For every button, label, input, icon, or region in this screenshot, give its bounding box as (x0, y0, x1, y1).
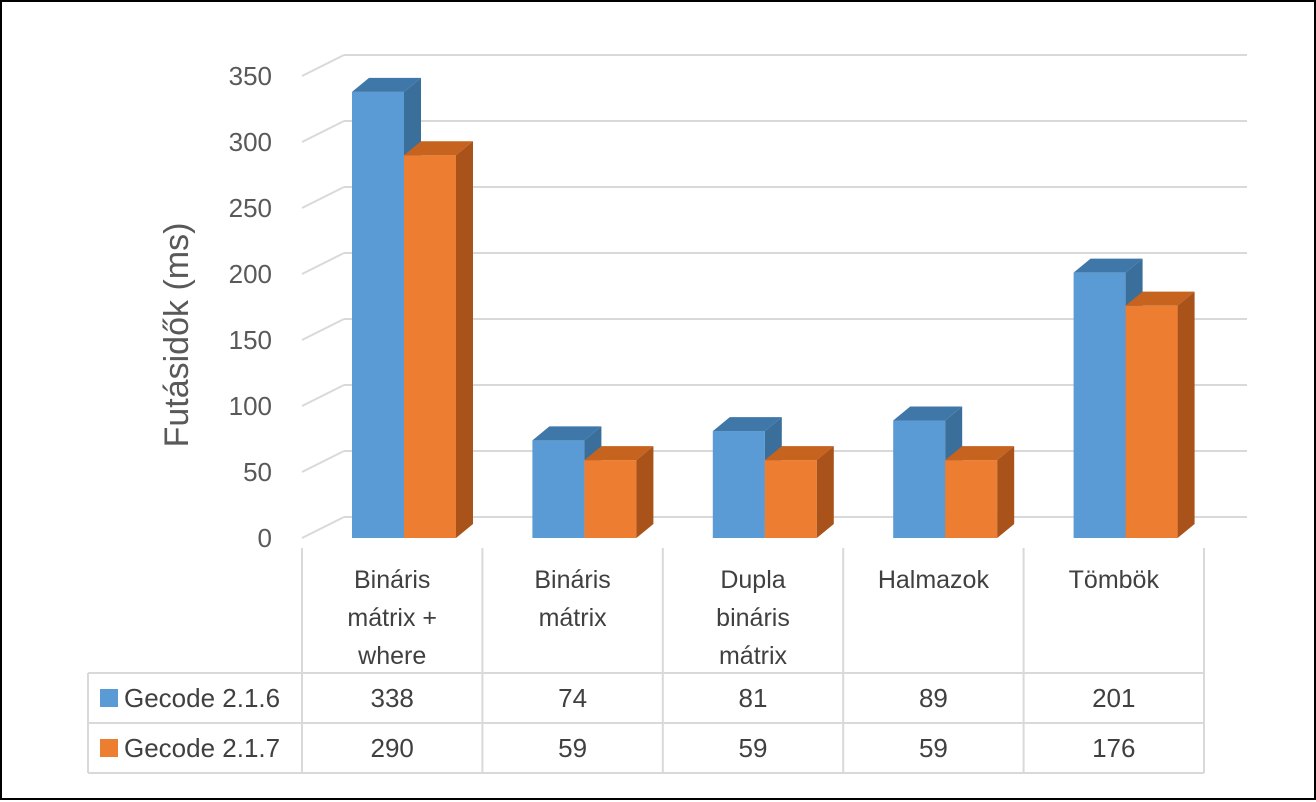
bar-front (404, 155, 456, 538)
gridline-wall (301, 318, 345, 341)
bar-top (584, 446, 654, 461)
category-label: Dupla bináris mátrix (716, 566, 790, 670)
table-value: 59 (919, 733, 948, 763)
bar-series-2 (945, 446, 1015, 538)
y-axis-title: Futásidők (ms) (158, 223, 196, 448)
bar-side (456, 141, 473, 538)
table-value: 59 (558, 733, 587, 763)
gridline-wall (301, 252, 345, 275)
gridline-wall (301, 120, 345, 143)
bar-side (1177, 291, 1195, 538)
category-label-line: Dupla (720, 566, 785, 594)
table-value: 59 (739, 733, 768, 763)
table-value: 74 (558, 683, 587, 713)
table-value: 176 (1092, 733, 1135, 763)
bar-top (1073, 258, 1143, 273)
y-tick-label: 100 (229, 391, 272, 421)
bar-series-2 (764, 446, 834, 538)
bar-side (997, 446, 1015, 538)
bar-top (945, 446, 1015, 461)
bar-series-2 (584, 446, 654, 538)
table-value: 290 (371, 733, 414, 763)
bar-series-2 (1125, 291, 1195, 538)
category-label-line: mátrix (719, 642, 788, 670)
data-table: Bináris mátrix + where Bináris mátrix Dupla bi… (87, 548, 1205, 774)
bar-front (352, 91, 404, 538)
bar-side (636, 446, 654, 538)
category-label: Bináris mátrix + where (347, 566, 437, 670)
legend-key-1 (100, 689, 118, 707)
gridline-wall (301, 384, 345, 407)
bar-side (816, 446, 834, 538)
category-label-line: Bináris (354, 566, 430, 594)
table-value: 81 (739, 683, 768, 713)
bar-front (1125, 305, 1178, 538)
category-label-line: mátrix + (347, 604, 437, 632)
bar-top (532, 426, 602, 441)
table-value: 89 (919, 683, 948, 713)
category-label: Bináris mátrix (534, 566, 610, 632)
table-value: 201 (1092, 683, 1135, 713)
bar-front (764, 460, 817, 538)
legend-key-2 (100, 739, 118, 757)
category-label-line: bináris (716, 604, 790, 632)
bar-top (404, 141, 473, 156)
gridline-wall (301, 516, 345, 539)
bar-top (764, 446, 834, 461)
bar-front (584, 460, 637, 538)
y-tick-label: 350 (229, 61, 272, 91)
category-label-line: Tömbök (1069, 566, 1160, 594)
legend-label-2: Gecode 2.1.7 (124, 733, 280, 763)
y-tick-label: 250 (229, 193, 272, 223)
table-value: 338 (371, 683, 414, 713)
bar-front (945, 460, 998, 538)
bar-top (893, 406, 963, 421)
gridline-wall (301, 450, 345, 473)
gridline-wall (301, 54, 345, 77)
category-label: Halmazok (878, 566, 990, 594)
gridlines (301, 54, 1247, 539)
gridline-wall (301, 186, 345, 209)
legend-label-1: Gecode 2.1.6 (124, 683, 280, 713)
bar-front (532, 440, 585, 538)
bar-top (712, 417, 782, 432)
y-tick-label: 300 (229, 127, 272, 157)
bar-front (1073, 272, 1126, 538)
bar-front (712, 431, 765, 538)
category-label-line: Bináris (534, 566, 610, 594)
category-label-line: mátrix (539, 604, 608, 632)
category-label: Tömbök (1069, 566, 1160, 594)
category-label-line: where (357, 642, 426, 670)
y-tick-label: 150 (229, 325, 272, 355)
bar-top (352, 77, 421, 92)
y-tick-label: 50 (243, 457, 272, 487)
y-tick-label: 200 (229, 259, 272, 289)
bar-series-2 (404, 141, 473, 538)
bar-front (893, 420, 946, 538)
category-label-line: Halmazok (878, 566, 990, 594)
y-axis-ticks: 0 50 100 150 200 250 300 350 (229, 61, 272, 553)
bars (352, 77, 1195, 538)
bar-top (1125, 291, 1195, 306)
y-tick-label: 0 (258, 523, 272, 553)
